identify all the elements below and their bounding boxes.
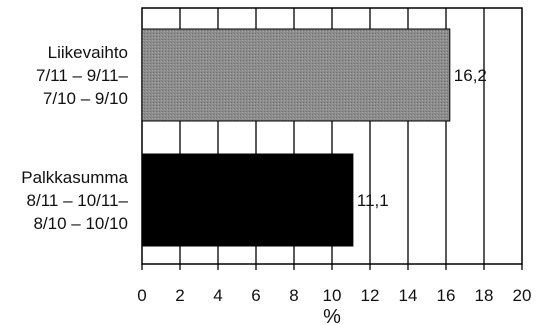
x-tick-label: 12 — [361, 286, 380, 305]
category-labels: Liikevaihto 7/11 – 9/11– 7/10 – 9/10 Palkka… — [21, 43, 128, 233]
x-tick-label: 10 — [323, 286, 342, 305]
category-label: 7/11 – 9/11– — [36, 66, 129, 85]
x-tick-labels: 0 2 4 6 8 10 12 14 16 18 20 — [137, 286, 531, 305]
x-tick-label: 8 — [289, 286, 298, 305]
bar — [141, 28, 451, 122]
x-tick-label: 6 — [251, 286, 260, 305]
x-tick-label: 0 — [137, 286, 146, 305]
bars: 16,2 11,1 — [141, 28, 487, 247]
x-tick-label: 20 — [513, 286, 532, 305]
bar — [141, 153, 354, 247]
data-label: 11,1 — [357, 191, 389, 210]
data-label: 16,2 — [454, 66, 487, 85]
x-tick-label: 16 — [437, 286, 456, 305]
category-label: 8/10 – 10/10 — [33, 214, 128, 233]
x-tick-label: 2 — [175, 286, 184, 305]
category-label: Liikevaihto — [48, 43, 128, 62]
category-label: 7/10 – 9/10 — [43, 89, 128, 108]
x-tick-label: 18 — [475, 286, 494, 305]
category-label: 8/11 – 10/11– — [27, 191, 129, 210]
x-axis-title: % — [323, 306, 341, 325]
x-tick-label: 14 — [399, 286, 418, 305]
x-tick-label: 4 — [213, 286, 222, 305]
category-label: Palkkasumma — [21, 168, 128, 187]
